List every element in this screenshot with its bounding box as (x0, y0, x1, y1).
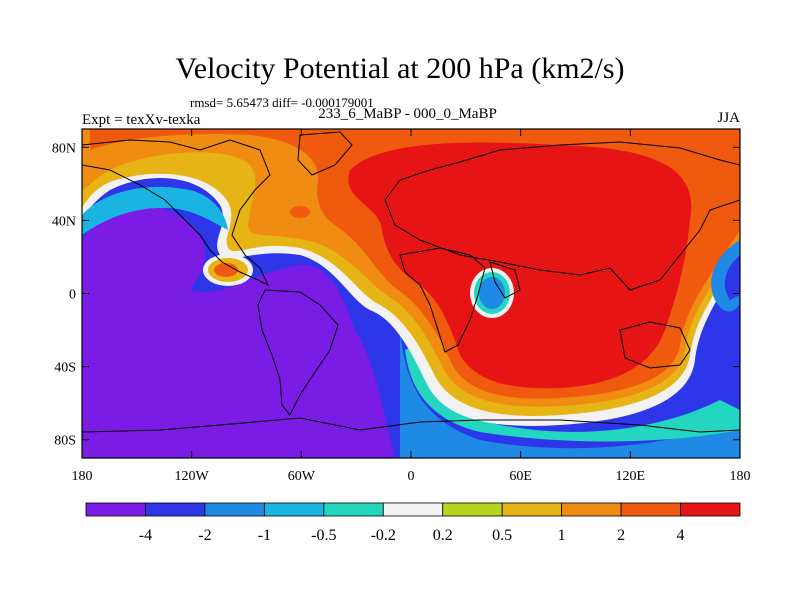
colorbar-swatch (680, 502, 741, 517)
case-label: 233_6_MaBP - 000_0_MaBP (318, 106, 497, 122)
lat-tick-label: 40N (52, 214, 76, 229)
season-label: JJA (717, 110, 740, 126)
lon-tick-label: 180 (730, 469, 751, 484)
lon-tick-label: 0 (408, 469, 415, 484)
colorbar-label: -4 (139, 527, 152, 544)
lat-tick-label: 80N (52, 141, 76, 156)
colorbar-label: -2 (198, 527, 211, 544)
colorbar-label: 4 (677, 527, 685, 544)
colorbar-swatch (145, 502, 206, 517)
colorbar-label: 2 (617, 527, 625, 544)
colorbar-swatch (382, 502, 444, 517)
stats-label: rmsd= 5.65473 diff= -0.000179001 (190, 95, 374, 110)
colorbar-swatch (85, 502, 146, 517)
colorbar-label: 1 (558, 527, 566, 544)
lon-tick-label: 60W (288, 469, 316, 484)
longitude-axis: 180 120W 60W 0 60E 120E 180 (72, 129, 751, 484)
lon-tick-label: 180 (72, 469, 93, 484)
latitude-axis: 80N 40N 0 40S 80S (52, 141, 740, 449)
plot-title: Velocity Potential at 200 hPa (km2/s) (175, 52, 625, 85)
colorbar-label: -1 (258, 527, 271, 544)
colorbar-swatch (442, 502, 503, 517)
continent-outlines (82, 131, 740, 433)
colorbar-label: -0.5 (311, 527, 336, 544)
colorbar-swatch (561, 502, 622, 517)
lon-tick-label: 120W (175, 469, 210, 484)
colorbar-swatch (620, 502, 681, 517)
colorbar-swatch (501, 502, 563, 517)
colorbar-swatch (323, 502, 384, 517)
colorbar-label: 0.2 (433, 527, 453, 544)
colorbar-label: 0.5 (492, 527, 512, 544)
colorbar-label: -0.2 (371, 527, 396, 544)
colorbar: -4 -2 -1 -0.5 -0.2 0.2 0.5 1 2 4 (85, 502, 741, 544)
lon-tick-label: 60E (509, 469, 532, 484)
experiment-label: Expt = texXv-texka (82, 112, 201, 128)
lat-tick-label: 0 (69, 288, 76, 303)
lat-tick-label: 40S (54, 361, 76, 376)
lon-tick-label: 120E (616, 469, 646, 484)
contour-fill (82, 129, 740, 458)
colorbar-swatch (263, 502, 325, 517)
lat-tick-label: 80S (54, 434, 76, 449)
colorbar-swatch (204, 502, 265, 517)
